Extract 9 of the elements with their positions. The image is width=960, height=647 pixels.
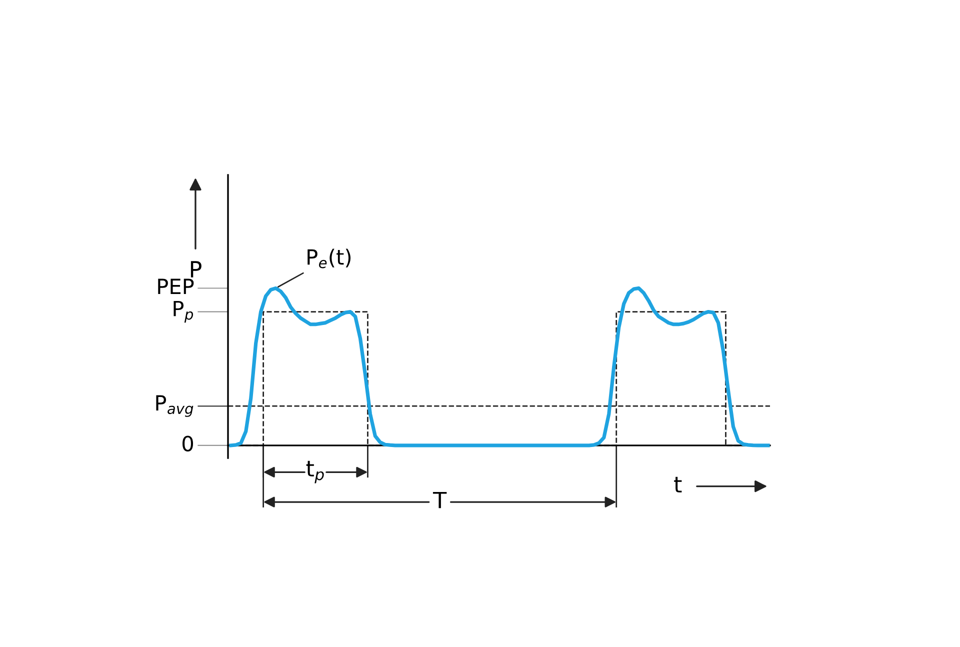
ref-line-label: P$_{avg}$ xyxy=(156,395,194,417)
ref-line-label: P$_{p}$ xyxy=(174,300,194,323)
ref-line-label: PEP xyxy=(158,278,194,294)
y-axis-title: P xyxy=(190,261,202,278)
ref-line-label: 0 xyxy=(182,436,194,452)
text: T xyxy=(432,492,447,508)
text: P$_{e}$(t) xyxy=(308,248,351,268)
text: t$_{p}$ xyxy=(306,460,324,484)
x-axis-title: t xyxy=(674,476,682,492)
